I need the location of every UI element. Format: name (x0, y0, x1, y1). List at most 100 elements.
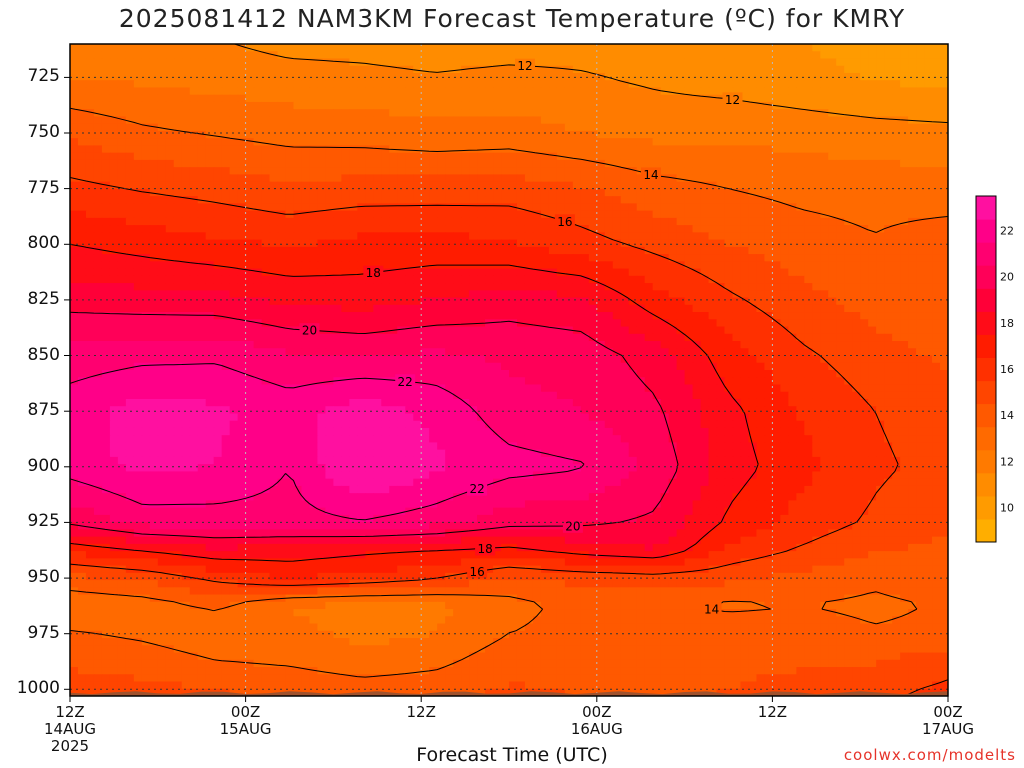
heatmap-cell (357, 87, 366, 96)
heatmap-cell (828, 152, 837, 161)
heatmap-cell (724, 51, 734, 60)
heatmap-cell (413, 348, 422, 357)
heatmap-cell (548, 326, 558, 335)
heatmap-cell (421, 268, 430, 277)
heatmap-cell (109, 44, 119, 52)
heatmap-cell (876, 261, 885, 270)
heatmap-cell (724, 58, 734, 67)
heatmap-cell (708, 341, 718, 349)
heatmap-cell (924, 80, 933, 89)
heatmap-cell (109, 181, 119, 190)
heatmap-cell (836, 217, 845, 226)
heatmap-cell (580, 319, 590, 328)
heatmap-cell (860, 261, 869, 270)
heatmap-cell (900, 181, 909, 190)
heatmap-cell (924, 109, 933, 118)
heatmap-cell (644, 123, 654, 132)
heatmap-cell (93, 370, 103, 378)
heatmap-cell (349, 297, 358, 306)
heatmap-cell (868, 174, 877, 183)
heatmap-cell (453, 217, 462, 226)
heatmap-cell (588, 283, 598, 291)
heatmap-cell (780, 362, 789, 371)
heatmap-cell (325, 326, 334, 335)
heatmap-cell (812, 326, 821, 335)
heatmap-cell (165, 51, 175, 60)
heatmap-cell (564, 123, 574, 132)
heatmap-cell (77, 341, 87, 349)
heatmap-cell (716, 188, 726, 197)
heatmap-cell (413, 261, 422, 270)
heatmap-cell (437, 297, 446, 306)
heatmap-cell (293, 116, 303, 125)
heatmap-cell (812, 188, 821, 197)
heatmap-cell (445, 348, 454, 357)
heatmap-cell (77, 181, 87, 190)
heatmap-cell (700, 87, 710, 96)
heatmap-cell (421, 58, 430, 67)
heatmap-cell (101, 370, 111, 378)
heatmap-cell (373, 188, 382, 197)
heatmap-cell (157, 130, 167, 139)
heatmap-cell (261, 333, 271, 342)
heatmap-cell (596, 246, 606, 255)
heatmap-cell (173, 370, 183, 378)
heatmap-cell (644, 348, 654, 357)
heatmap-cell (357, 290, 366, 299)
heatmap-cell (620, 116, 630, 125)
heatmap-cell (620, 203, 630, 212)
heatmap-cell (373, 44, 382, 52)
heatmap-cell (572, 362, 582, 371)
heatmap-cell (588, 225, 598, 233)
heatmap-cell (189, 44, 199, 52)
heatmap-cell (461, 116, 470, 125)
heatmap-cell (604, 101, 614, 110)
heatmap-cell (828, 312, 837, 320)
heatmap-cell (269, 145, 279, 154)
heatmap-cell (229, 370, 239, 378)
heatmap-cell (197, 51, 207, 60)
heatmap-cell (780, 181, 789, 190)
heatmap-cell (373, 58, 382, 67)
heatmap-cell (357, 348, 366, 357)
heatmap-cell (932, 87, 941, 96)
heatmap-cell (125, 261, 135, 270)
heatmap-cell (524, 239, 534, 248)
heatmap-cell (692, 217, 702, 226)
heatmap-cell (740, 261, 750, 270)
heatmap-cell (620, 72, 630, 81)
heatmap-cell (293, 283, 303, 291)
heatmap-cell (165, 130, 175, 139)
heatmap-cell (453, 239, 462, 248)
heatmap-cell (245, 355, 255, 364)
heatmap-cell (453, 210, 462, 219)
heatmap-cell (628, 188, 638, 197)
heatmap-cell (620, 217, 630, 226)
heatmap-cell (596, 196, 606, 204)
heatmap-cell (269, 246, 279, 255)
heatmap-cell (596, 130, 606, 139)
heatmap-cell (836, 152, 845, 161)
heatmap-cell (325, 123, 334, 132)
heatmap-cell (844, 312, 853, 320)
heatmap-cell (317, 210, 327, 219)
heatmap-cell (189, 116, 199, 125)
heatmap-cell (485, 333, 494, 342)
heatmap-cell (357, 254, 366, 262)
heatmap-cell (764, 261, 773, 270)
heatmap-cell (413, 65, 422, 74)
heatmap-cell (540, 101, 550, 110)
heatmap-cell (660, 225, 670, 233)
heatmap-cell (612, 304, 622, 313)
heatmap-cell (732, 44, 742, 52)
heatmap-cell (628, 275, 638, 284)
heatmap-cell (708, 174, 718, 183)
heatmap-cell (604, 44, 614, 52)
heatmap-cell (477, 312, 486, 320)
heatmap-cell (325, 116, 334, 125)
heatmap-cell (804, 159, 813, 168)
heatmap-cell (173, 217, 183, 226)
heatmap-cell (421, 341, 430, 349)
heatmap-cell (796, 290, 805, 299)
heatmap-cell (453, 145, 462, 154)
